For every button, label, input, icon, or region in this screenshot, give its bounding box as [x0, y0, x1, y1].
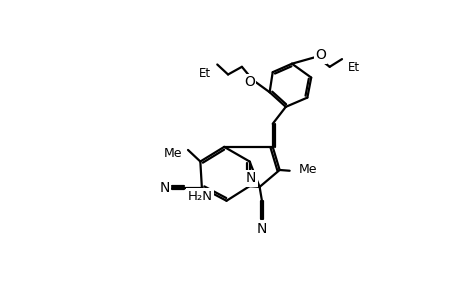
Text: Me: Me: [163, 147, 181, 160]
Text: Et: Et: [199, 67, 211, 80]
Text: H₂N: H₂N: [187, 190, 212, 203]
Text: N: N: [256, 222, 267, 236]
Text: N: N: [159, 181, 170, 195]
Text: N: N: [246, 172, 256, 185]
Text: O: O: [244, 75, 254, 89]
Text: Et: Et: [347, 61, 359, 74]
Text: Me: Me: [298, 163, 317, 176]
Text: O: O: [314, 48, 325, 62]
